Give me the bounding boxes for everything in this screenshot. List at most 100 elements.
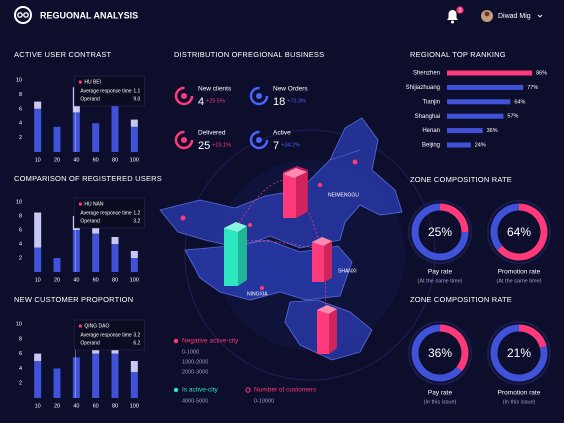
tooltip-title: HU NAN [84, 201, 104, 207]
bar-segment [34, 361, 42, 398]
x-tick-label: 20 [54, 403, 60, 409]
donut-glow [408, 321, 472, 385]
tooltip-label: Operand [80, 96, 100, 102]
y-tick-label: 6 [19, 227, 22, 233]
bar-segment [130, 251, 138, 258]
map-title: DISTRIBUTION OFREGIONAL BUSINESS [174, 50, 324, 59]
bell-icon[interactable] [447, 6, 464, 24]
donut-label: Promotion rate [498, 390, 541, 397]
legend-ring [245, 387, 251, 393]
place-label: NINGXIA [247, 291, 268, 297]
value-label: 24% [475, 142, 486, 148]
tooltip [74, 319, 145, 351]
x-tick-label: 100 [130, 157, 139, 163]
bar [447, 128, 483, 134]
kpi-icon-ring [249, 130, 269, 150]
bar-segment [72, 357, 80, 398]
avatar[interactable] [481, 10, 493, 22]
tooltip-label: Operand [80, 218, 100, 224]
donut-track [490, 324, 548, 382]
tooltip-label: Average response time [80, 88, 132, 94]
bar [447, 113, 504, 119]
category-label: Beijing [422, 143, 440, 149]
category-label: Henan [422, 128, 440, 134]
notification-count: 3 [459, 8, 462, 14]
donut-arc [439, 324, 469, 372]
x-tick-label: 60 [93, 403, 99, 409]
tooltip-label: Average response time [80, 332, 132, 338]
legend-range: 1000-2000 [182, 359, 208, 365]
tooltip-value: 3.2 [133, 332, 140, 338]
place-label: SHANXI [338, 268, 357, 274]
tooltip-dot [78, 202, 82, 206]
donut-value-label: 36% [428, 346, 452, 360]
kpi-label: Active [273, 130, 291, 137]
kpi-value: 7 [273, 140, 279, 152]
bar-segment [130, 258, 138, 272]
bar [447, 142, 471, 148]
bar-segment [53, 126, 61, 152]
y-tick-label: 6 [19, 351, 22, 357]
donut-arc [497, 203, 548, 261]
tooltip-title: QING DAO [84, 323, 109, 329]
legend-range: 0-1000 [182, 349, 199, 355]
chart-title: REGIONAL TOP RANKING [410, 50, 506, 59]
bar-segment [92, 233, 100, 272]
user-menu-chevron[interactable] [537, 14, 543, 18]
kpi-label: New Orders [273, 86, 308, 93]
bar [447, 99, 511, 105]
category-label: Shijiazhuang [406, 85, 440, 91]
bar [447, 84, 524, 90]
tooltip-value: 1.2 [133, 210, 140, 216]
value-label: 64% [514, 99, 525, 105]
donut-glow [487, 321, 551, 385]
bar-segment [130, 372, 138, 398]
donut-label: Pay rate [428, 390, 453, 397]
category-label: Shanghai [415, 114, 440, 120]
kpi-icon-core [181, 137, 187, 143]
kpi-icon-ring [249, 86, 269, 106]
tooltip-value: 1.1 [133, 88, 140, 94]
tooltip-value: 9.0 [133, 96, 140, 102]
donut-note: (At the same time) [497, 278, 542, 284]
bar-segment [130, 361, 138, 373]
tooltip-label: Operand [80, 340, 100, 346]
kpi-icon-core [256, 93, 262, 99]
bar-segment [34, 108, 42, 152]
donut-label: Pay rate [428, 269, 453, 276]
bar-segment [111, 353, 119, 398]
donut-value-label: 25% [428, 225, 452, 239]
bar-segment [34, 101, 42, 109]
bar-segment [92, 353, 100, 398]
donut-value-label: 64% [507, 225, 531, 239]
legend-dot [173, 338, 179, 344]
value-label: 57% [507, 114, 518, 120]
bar-segment [130, 126, 138, 152]
bar-segment [34, 353, 42, 361]
donut-track [411, 203, 469, 261]
x-tick-label: 60 [93, 157, 99, 163]
x-tick-label: 80 [112, 403, 118, 409]
tooltip-title: HU BEI [84, 79, 101, 85]
chart-title: NEW CUSTOMER PROPORTION [14, 295, 133, 304]
donut-glow [408, 200, 472, 264]
x-tick-label: 60 [93, 277, 99, 283]
x-tick-label: 20 [54, 157, 60, 163]
x-tick-label: 80 [112, 277, 118, 283]
bar-segment [111, 237, 119, 244]
kpi-icon-ring [174, 130, 194, 150]
donut-track [411, 324, 462, 382]
legend-label: Number of customers [254, 387, 317, 394]
chart-title: COMPARISON OF REGISTERED USERS [14, 174, 162, 183]
bar-segment [34, 247, 42, 272]
bar-segment [53, 258, 61, 272]
tooltip-dot [78, 324, 82, 328]
y-tick-label: 10 [16, 199, 22, 205]
kpi-value: 18 [273, 96, 285, 108]
user-name[interactable]: Diwad Mig [498, 13, 531, 20]
y-tick-label: 10 [16, 321, 22, 327]
kpi-change: +25.5% [206, 98, 225, 104]
kpi-icon-ring [174, 86, 194, 106]
chart-title: ACTIVE USER CONTRAST [14, 50, 112, 59]
tooltip [74, 75, 145, 107]
